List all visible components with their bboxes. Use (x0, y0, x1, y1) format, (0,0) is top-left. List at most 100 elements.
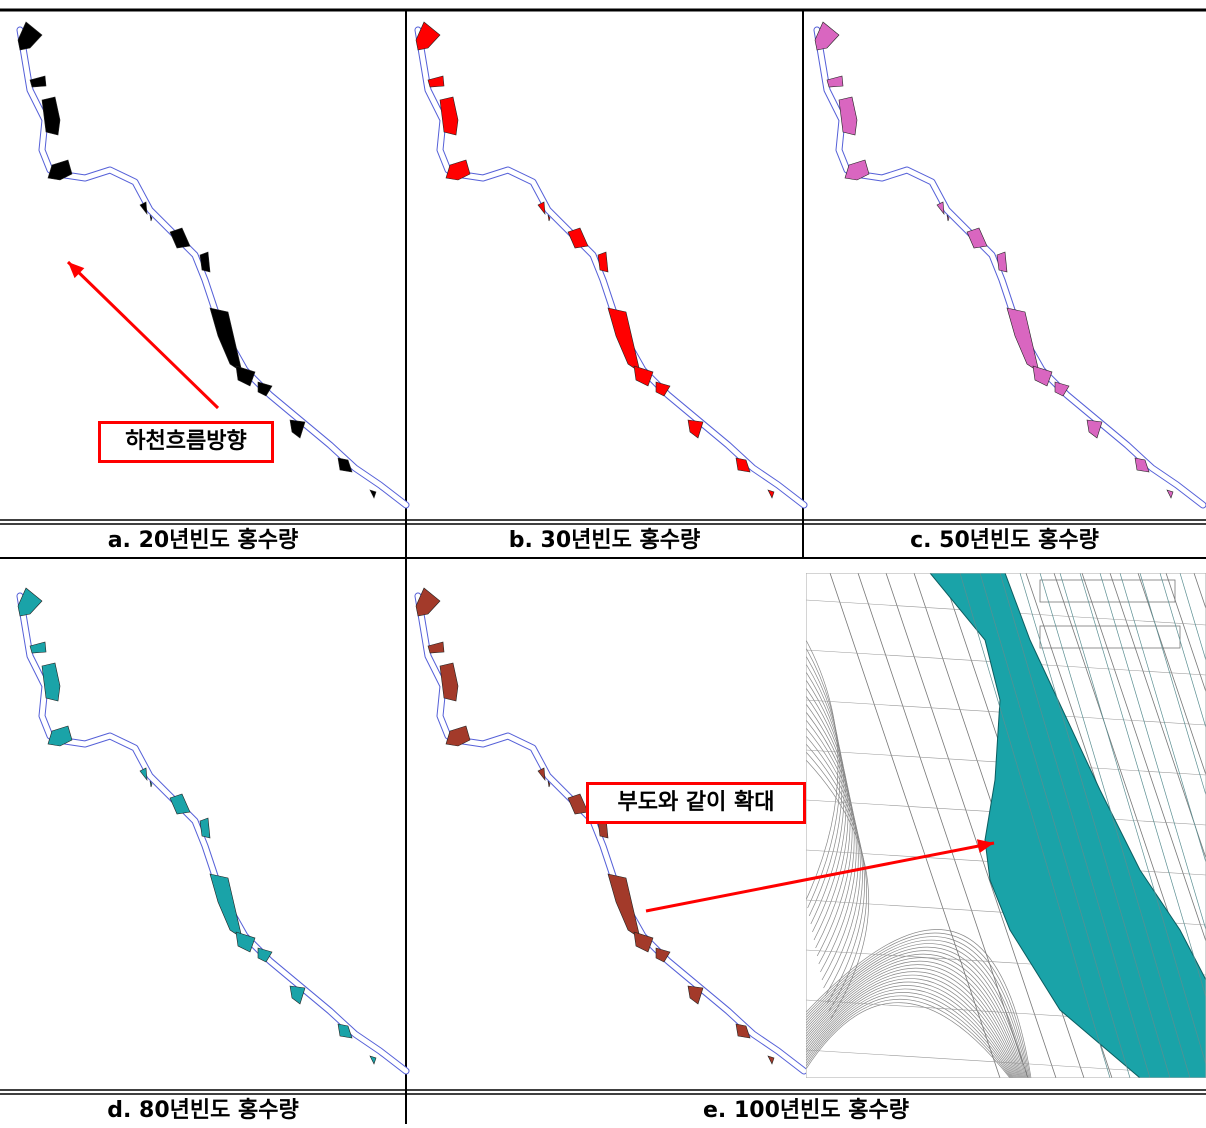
river-channel-inner (17, 593, 409, 1074)
inundation-area (946, 214, 950, 222)
inundation-area (767, 1055, 775, 1065)
flooded-parcel-line (1179, 573, 1206, 662)
inundation-area (149, 214, 153, 222)
inundation-area (767, 489, 775, 499)
inundation-area (427, 641, 445, 654)
inundation-area (199, 251, 211, 273)
river-channel-outline (414, 26, 808, 509)
inundation-area (369, 1055, 377, 1065)
inundation-map-e (414, 587, 808, 1075)
inundation-area (838, 96, 858, 136)
contour-line (806, 711, 857, 973)
river-channel-outline (414, 592, 808, 1075)
contour-line (806, 759, 870, 1021)
flooded-parcel-line (1119, 573, 1206, 864)
inundation-map-d (16, 587, 410, 1075)
inundation-area (537, 201, 546, 215)
inundation-area (235, 931, 256, 953)
inundation-area (415, 587, 441, 617)
inundation-area (47, 725, 73, 747)
inundation-area (633, 931, 654, 953)
contour-line (806, 932, 1031, 1078)
inundation-area (687, 419, 704, 439)
contour-line (806, 647, 841, 909)
caption-b: b. 30년빈도 홍수량 (508, 528, 701, 553)
flooded-parcel-line (959, 573, 1111, 1078)
contour-line (806, 981, 1017, 1078)
flooded-parcel-line (979, 573, 1131, 1078)
inundation-area (445, 725, 471, 747)
inundation-area (567, 793, 589, 815)
inundation-area (597, 251, 609, 273)
contour-line (806, 929, 1032, 1078)
inundation-area (139, 201, 148, 215)
contour-line (806, 703, 855, 965)
river-channel-inner (415, 593, 807, 1074)
contour-line (806, 679, 849, 941)
callout-enlarge: 부도와 같이 확대 (586, 782, 806, 824)
inundation-area (257, 947, 273, 963)
inundation-area (369, 489, 377, 499)
river-channel-inner (415, 27, 807, 508)
inundation-area (844, 159, 870, 181)
inundation-area (655, 947, 671, 963)
parcel-line (829, 573, 1001, 1078)
inundation-map-c (813, 21, 1206, 509)
enlarge-arrow (645, 839, 995, 913)
inundation-area (547, 780, 551, 788)
inundation-map-b (414, 21, 808, 509)
inundation-area (17, 21, 43, 51)
inundation-area (445, 159, 471, 181)
inundation-area (29, 641, 47, 654)
inundation-area (537, 767, 546, 781)
flooded-parcel-line (1039, 573, 1191, 1078)
flooded-parcel-line (999, 573, 1151, 1078)
contour-line (806, 655, 843, 917)
inundation-area (735, 1023, 751, 1039)
caption-c: c. 50년빈도 홍수량 (910, 528, 1099, 553)
inundation-area (427, 75, 445, 88)
inundation-area (687, 985, 704, 1005)
contour-line (806, 999, 1012, 1078)
inundation-area (257, 381, 273, 397)
flooded-parcel-line (1159, 573, 1206, 730)
inundation-area (1086, 419, 1103, 439)
flooded-parcel-line (1059, 573, 1206, 1066)
inundation-area (337, 1023, 353, 1039)
river-channel-outline (813, 26, 1206, 509)
contour-line (806, 971, 1020, 1078)
inundation-area (1032, 365, 1053, 387)
zoomed-map-inset (806, 573, 1206, 1078)
inundation-area (209, 307, 243, 373)
parcel-line (885, 573, 1057, 1078)
inundation-area (547, 214, 551, 222)
contour-line (806, 985, 1016, 1078)
contour-line (806, 946, 1027, 1078)
caption-a: a. 20년빈도 홍수량 (107, 528, 299, 553)
inundation-area (149, 780, 153, 788)
inundation-area (996, 251, 1008, 273)
inundation-area (814, 21, 840, 51)
inundation-area (439, 96, 459, 136)
contour-line (806, 964, 1022, 1078)
zoom-inundated-area (929, 573, 1206, 1078)
parcel-line (1137, 573, 1206, 777)
inundation-area (439, 662, 459, 702)
contour-line (806, 967, 1021, 1078)
inundation-area (139, 767, 148, 781)
inundation-area (607, 873, 641, 939)
callout-flow-direction: 하천흐름방향 (98, 421, 274, 463)
inundation-area (1134, 457, 1150, 473)
inundation-area (567, 227, 589, 249)
river-channel-outline (16, 592, 410, 1075)
map-legend-box (1039, 579, 1176, 603)
inundation-area (607, 307, 641, 373)
inundation-map-a (16, 21, 410, 509)
inundation-area (169, 227, 191, 249)
inundation-area (41, 96, 61, 136)
inundation-area (169, 793, 191, 815)
contour-line (806, 751, 867, 1013)
inundation-area (29, 75, 47, 88)
